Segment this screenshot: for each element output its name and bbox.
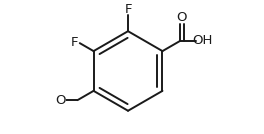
Text: F: F [124, 3, 132, 16]
Text: O: O [177, 11, 187, 24]
Text: OH: OH [192, 34, 212, 47]
Text: O: O [56, 94, 66, 107]
Text: F: F [71, 36, 78, 49]
